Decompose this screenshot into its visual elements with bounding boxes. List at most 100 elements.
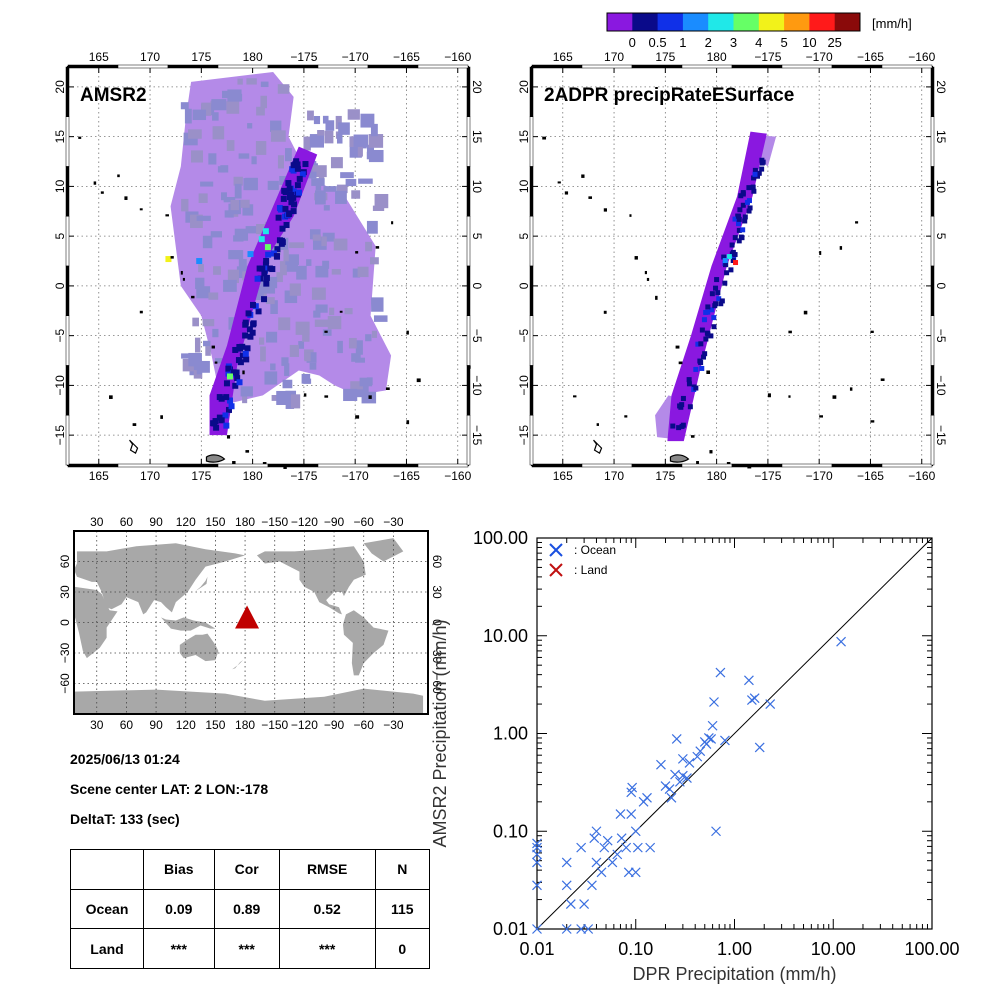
data-point — [656, 759, 666, 770]
colorbar-swatch — [607, 13, 633, 31]
world-land-australia — [179, 633, 219, 662]
amsr2-rain-cell — [257, 275, 264, 282]
world-lat-label-left: −60 — [58, 673, 72, 694]
map-lat-label-left: 5 — [53, 232, 67, 239]
data-point — [532, 838, 542, 849]
island — [100, 191, 104, 194]
data-point — [591, 857, 602, 868]
world-land-eurasia — [74, 543, 246, 615]
island — [180, 270, 183, 275]
amsr2-gray-cell — [312, 234, 321, 241]
data-point — [576, 924, 587, 934]
map-lat-label-right: 10 — [470, 180, 484, 194]
amsr2-gray-cell — [210, 231, 223, 238]
amsr2-gray-cell — [322, 232, 335, 242]
amsr2-gray-cell — [202, 319, 215, 327]
amsr2-rain-cell — [244, 345, 251, 352]
amsr2-gray-cell — [323, 186, 337, 192]
dpr-rain-cell — [728, 267, 734, 273]
map-lat-label-left: 5 — [517, 232, 531, 239]
amsr2-gray-cell — [208, 153, 217, 165]
amsr2-gray-cell — [357, 266, 369, 278]
data-point — [583, 924, 594, 934]
dpr-map-title: 2ADPR precipRateESurface — [544, 85, 794, 106]
world-frame — [73, 530, 429, 715]
stats-cell: 0.89 — [213, 888, 280, 930]
amsr2-gray-cell — [282, 379, 293, 389]
data-point — [703, 733, 714, 743]
island — [368, 395, 372, 399]
amsr2-rain-cell — [218, 417, 225, 424]
dpr-rain-cell — [735, 213, 741, 219]
amsr2-gray-cell — [228, 203, 234, 218]
amsr2-heavy-cell — [247, 251, 254, 258]
map-border-segment — [466, 216, 471, 267]
dpr-rain-cell — [751, 175, 757, 181]
amsr2-rain-cell — [276, 237, 283, 244]
map-lat-label-left: 20 — [517, 80, 531, 94]
dpr-rain-cell — [750, 184, 756, 190]
island — [385, 387, 390, 390]
data-point — [621, 842, 632, 853]
dpr-rain-cell — [742, 218, 748, 224]
island — [139, 208, 143, 211]
island — [629, 214, 632, 217]
data-point — [664, 784, 675, 795]
x-tick-label: 1.00 — [717, 939, 752, 959]
map-lat-label-right: −5 — [470, 329, 484, 343]
amsr2-rain-cell — [250, 321, 257, 328]
amsr2-gray-cell — [233, 235, 244, 242]
x-axis-label: DPR Precipitation (mm/h) — [632, 964, 836, 984]
dpr-rain-cell — [715, 290, 721, 296]
colorbar-frame — [606, 12, 861, 32]
amsr2-gray-cell — [228, 250, 244, 260]
island — [262, 462, 267, 465]
island — [339, 310, 343, 313]
world-land-north-america — [256, 546, 366, 615]
dpr-rain-cell — [699, 365, 705, 371]
amsr2-rain-cell — [223, 394, 230, 401]
world-land-africa — [74, 586, 118, 659]
amsr2-rain-cell — [290, 162, 297, 169]
dpr-rain-cell — [695, 341, 701, 347]
map-border-segment — [65, 216, 70, 267]
data-point — [615, 809, 626, 819]
amsr2-heavy-cell — [264, 244, 271, 251]
dpr-rain-cell — [716, 296, 722, 302]
dpr-rain-cell — [736, 238, 742, 244]
amsr2-gray-cell — [371, 330, 377, 338]
amsr2-gray-cell — [256, 106, 265, 116]
map-border-segment — [267, 64, 319, 69]
map-border-segment — [681, 64, 733, 69]
amsr2-gray-cell — [242, 394, 248, 404]
stats-row-label: Land — [70, 928, 144, 969]
amsr2-gray-cell — [311, 178, 325, 186]
amsr2-rain-cell — [263, 274, 270, 281]
map-lon-label-top: −175 — [754, 50, 781, 64]
amsr2-gray-cell — [309, 229, 321, 240]
dpr-rain-cell — [746, 198, 752, 204]
dpr-rain-cell — [693, 385, 699, 391]
map-border-segment — [930, 365, 935, 416]
map-border-segment — [65, 415, 70, 466]
map-lon-label-bottom: 180 — [707, 469, 727, 483]
data-point — [532, 880, 542, 891]
map-lat-label-left: 10 — [517, 179, 531, 193]
amsr2-rain-cell — [265, 251, 272, 258]
data-point — [589, 833, 600, 844]
amsr2-gray-cell — [224, 210, 233, 218]
island — [634, 256, 638, 260]
x-tick-label: 10.00 — [811, 939, 856, 959]
stats-row-label: Ocean — [70, 888, 144, 930]
world-lon-label-bottom: −120 — [291, 718, 318, 732]
world-lon-label-bottom: 60 — [120, 718, 134, 732]
amsr2-rain-cell — [212, 418, 219, 425]
amsr2-gray-cell — [289, 242, 305, 249]
map-border-segment — [117, 64, 169, 69]
colorbar-label: 0.5 — [649, 35, 667, 50]
dpr-rain-cell — [736, 227, 742, 233]
amsr2-gray-cell — [311, 287, 326, 300]
amsr2-rain-cell — [261, 296, 268, 303]
world-lat-label-right: −60 — [430, 673, 444, 694]
map-lon-label-top: −160 — [908, 50, 935, 64]
